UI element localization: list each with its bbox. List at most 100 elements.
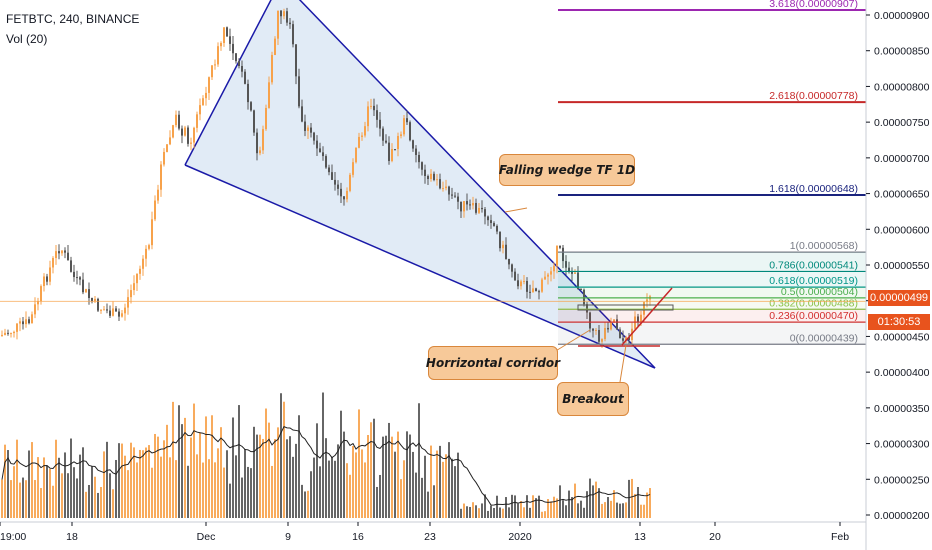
candle-body	[40, 286, 42, 302]
volume-bar	[598, 488, 600, 518]
candle-body	[130, 290, 132, 298]
candle-body	[295, 44, 297, 77]
candle-body	[490, 220, 492, 224]
candle-body	[442, 188, 444, 190]
candle-body	[340, 188, 342, 197]
volume-bar	[151, 467, 153, 518]
symbol-title: FETBTC, 240, BINANCE	[6, 12, 140, 26]
candle-body	[520, 281, 522, 287]
fib-band	[558, 252, 866, 272]
candle-body	[88, 289, 90, 299]
volume-bar	[115, 459, 117, 518]
volume-bar	[610, 500, 612, 518]
volume-bar	[184, 417, 186, 518]
wedge-lower-line	[184, 164, 656, 369]
volume-bar	[313, 457, 315, 518]
candle-body	[175, 114, 177, 126]
candle-body	[646, 299, 648, 303]
volume-bar	[382, 436, 384, 518]
candle-body	[142, 258, 144, 269]
candle-body	[211, 65, 213, 78]
fib-label: 1.618(0.00000648)	[769, 183, 858, 195]
falling-wedge	[184, 0, 656, 369]
candle-body	[415, 148, 417, 155]
candle-body	[577, 272, 579, 290]
candle-body	[355, 147, 357, 163]
time-axis[interactable]: 19:00 18 Dec 9 16 23 2020 13 20 Feb	[0, 521, 866, 543]
candle-body	[277, 10, 279, 39]
volume-bar	[511, 494, 513, 518]
candle-body	[364, 126, 366, 136]
candle-body	[151, 219, 153, 246]
volume-bar	[310, 471, 312, 518]
candle-body	[214, 64, 216, 66]
candle-body	[253, 110, 255, 133]
candle-body	[352, 162, 354, 175]
candle-body	[208, 77, 210, 93]
volume-bar	[91, 466, 93, 518]
candle-body	[79, 277, 81, 280]
candle-body	[583, 289, 585, 305]
candle-body	[385, 140, 387, 143]
volume-bar	[49, 468, 51, 518]
volume-bar	[82, 447, 84, 518]
wedge-upper-left	[184, 0, 272, 166]
volume-bar	[301, 484, 303, 518]
drawings	[0, 207, 866, 383]
volume-bar	[580, 500, 582, 518]
volume-bar	[505, 497, 507, 518]
candle-body	[259, 150, 261, 154]
callout-pointer	[553, 329, 591, 353]
candle-body	[244, 71, 246, 84]
candle-body	[571, 271, 573, 274]
price-tick-label: 0.00000700	[874, 153, 930, 165]
fib-label: 0.382(0.00000488)	[769, 297, 858, 309]
volume-bar	[589, 478, 591, 518]
volume-bar	[571, 497, 573, 518]
volume-bar	[106, 441, 108, 518]
volume-bar	[634, 493, 636, 518]
candle-body	[121, 313, 123, 317]
volume-bar	[1, 479, 3, 518]
volume-bar	[64, 452, 66, 518]
candle-body	[49, 267, 51, 282]
volume-bar	[208, 459, 210, 518]
volume-bar	[367, 435, 369, 518]
volume-bar	[217, 448, 219, 518]
candle-body	[4, 332, 6, 335]
price-tick-label: 0.00000850	[874, 46, 930, 58]
candle-body	[592, 328, 594, 331]
volume-bar	[259, 434, 261, 518]
price-axis[interactable]: 0.00000900 0.00000850 0.00000800 0.00000750…	[865, 0, 930, 550]
volume-bar	[502, 508, 504, 518]
price-tick-label: 0.00000650	[874, 189, 930, 201]
candle-body	[286, 11, 288, 23]
fib-band	[558, 322, 866, 345]
candle-body	[238, 61, 240, 66]
callout-falling-wedge: Falling wedge TF 1D	[499, 154, 635, 186]
volume-bar	[157, 436, 159, 518]
volume-bar	[415, 472, 417, 518]
candle-body	[613, 319, 615, 322]
candles	[1, 7, 651, 348]
volume-bar	[13, 466, 15, 518]
candle-body	[388, 142, 390, 161]
volume-bar	[154, 433, 156, 518]
candle-body	[172, 125, 174, 138]
volume-bar	[457, 452, 459, 518]
candle-body	[271, 54, 273, 83]
candle-body	[13, 331, 15, 334]
volume-bar	[22, 477, 24, 518]
volume-bar	[187, 465, 189, 518]
callout-pointer	[504, 207, 528, 213]
candle-body	[460, 201, 462, 212]
volume-bar	[406, 431, 408, 518]
volume-bar	[424, 455, 426, 518]
volume-bar	[283, 401, 285, 518]
volume-bar	[19, 482, 21, 518]
volume-label: Vol (20)	[6, 32, 48, 46]
candle-body	[70, 260, 72, 272]
volume-bar	[646, 492, 648, 518]
candle-body	[637, 316, 639, 322]
